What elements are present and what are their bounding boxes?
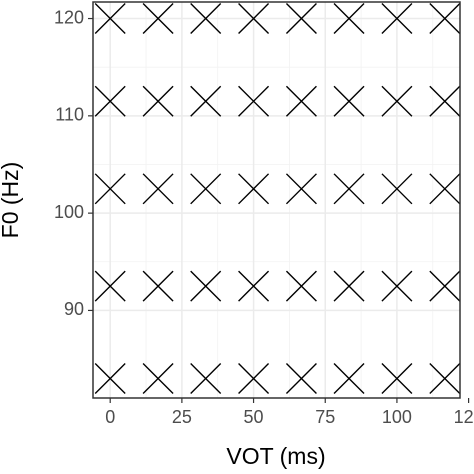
point xyxy=(238,270,270,302)
point-stroke xyxy=(94,270,126,302)
point xyxy=(285,173,317,205)
point xyxy=(238,85,270,117)
point-stroke xyxy=(285,3,317,35)
point-stroke xyxy=(429,85,461,117)
point xyxy=(429,173,461,205)
x-tick-label: 0 xyxy=(105,407,115,427)
y-tick-label: 120 xyxy=(54,7,84,27)
point-stroke xyxy=(142,270,174,302)
point-stroke xyxy=(190,363,222,395)
point xyxy=(238,363,270,395)
point-stroke xyxy=(333,363,365,395)
y-tick-label: 100 xyxy=(54,202,84,222)
point xyxy=(94,363,126,395)
point xyxy=(190,173,222,205)
point xyxy=(381,3,413,35)
point-stroke xyxy=(381,173,413,205)
point xyxy=(142,270,174,302)
point xyxy=(190,85,222,117)
point-stroke xyxy=(142,363,174,395)
plot-border xyxy=(92,1,461,399)
point-stroke xyxy=(285,270,317,302)
point xyxy=(238,173,270,205)
point xyxy=(429,85,461,117)
point xyxy=(94,85,126,117)
point-stroke xyxy=(142,85,174,117)
x-axis-title: VOT (ms) xyxy=(226,443,325,469)
point xyxy=(238,3,270,35)
x-tick-label: 125 xyxy=(454,407,474,427)
point-stroke xyxy=(238,85,270,117)
point-stroke xyxy=(238,3,270,35)
point xyxy=(429,3,461,35)
point xyxy=(142,3,174,35)
point xyxy=(381,173,413,205)
point xyxy=(333,363,365,395)
point-stroke xyxy=(190,85,222,117)
point-stroke xyxy=(333,85,365,117)
point xyxy=(285,363,317,395)
y-axis-title: F0 (Hz) xyxy=(0,162,23,239)
point-stroke xyxy=(429,173,461,205)
point-stroke xyxy=(94,173,126,205)
point-stroke xyxy=(238,270,270,302)
point xyxy=(94,173,126,205)
point-stroke xyxy=(429,270,461,302)
point-stroke xyxy=(190,173,222,205)
point-stroke xyxy=(285,85,317,117)
x-tick-label: 100 xyxy=(382,407,412,427)
point-stroke xyxy=(333,173,365,205)
grid xyxy=(93,2,460,398)
point-stroke xyxy=(190,270,222,302)
x-tick-label: 50 xyxy=(244,407,264,427)
y-tick-label: 90 xyxy=(64,299,84,319)
point-stroke xyxy=(381,363,413,395)
point xyxy=(285,3,317,35)
point xyxy=(333,270,365,302)
point-stroke xyxy=(381,3,413,35)
point xyxy=(142,85,174,117)
point xyxy=(190,363,222,395)
point-stroke xyxy=(285,363,317,395)
point-stroke xyxy=(429,363,461,395)
point xyxy=(190,3,222,35)
plot-background xyxy=(93,2,460,398)
point-stroke xyxy=(142,3,174,35)
point-stroke xyxy=(94,85,126,117)
x-tick-label: 25 xyxy=(172,407,192,427)
point-stroke xyxy=(381,270,413,302)
point-stroke xyxy=(190,3,222,35)
x-tick-label: 75 xyxy=(315,407,335,427)
y-tick-label: 110 xyxy=(55,105,84,125)
point xyxy=(94,3,126,35)
point xyxy=(429,270,461,302)
point-stroke xyxy=(238,173,270,205)
point xyxy=(285,85,317,117)
point-stroke xyxy=(381,85,413,117)
point-stroke xyxy=(429,3,461,35)
point xyxy=(381,363,413,395)
point xyxy=(190,270,222,302)
point-stroke xyxy=(333,3,365,35)
point xyxy=(333,3,365,35)
point xyxy=(94,270,126,302)
point-stroke xyxy=(94,3,126,35)
point xyxy=(333,173,365,205)
point xyxy=(333,85,365,117)
point-stroke xyxy=(285,173,317,205)
point xyxy=(142,363,174,395)
point-stroke xyxy=(333,270,365,302)
point-stroke xyxy=(94,363,126,395)
point xyxy=(285,270,317,302)
point-stroke xyxy=(238,363,270,395)
point-stroke xyxy=(142,173,174,205)
point xyxy=(381,270,413,302)
point xyxy=(381,85,413,117)
point xyxy=(429,363,461,395)
point xyxy=(142,173,174,205)
